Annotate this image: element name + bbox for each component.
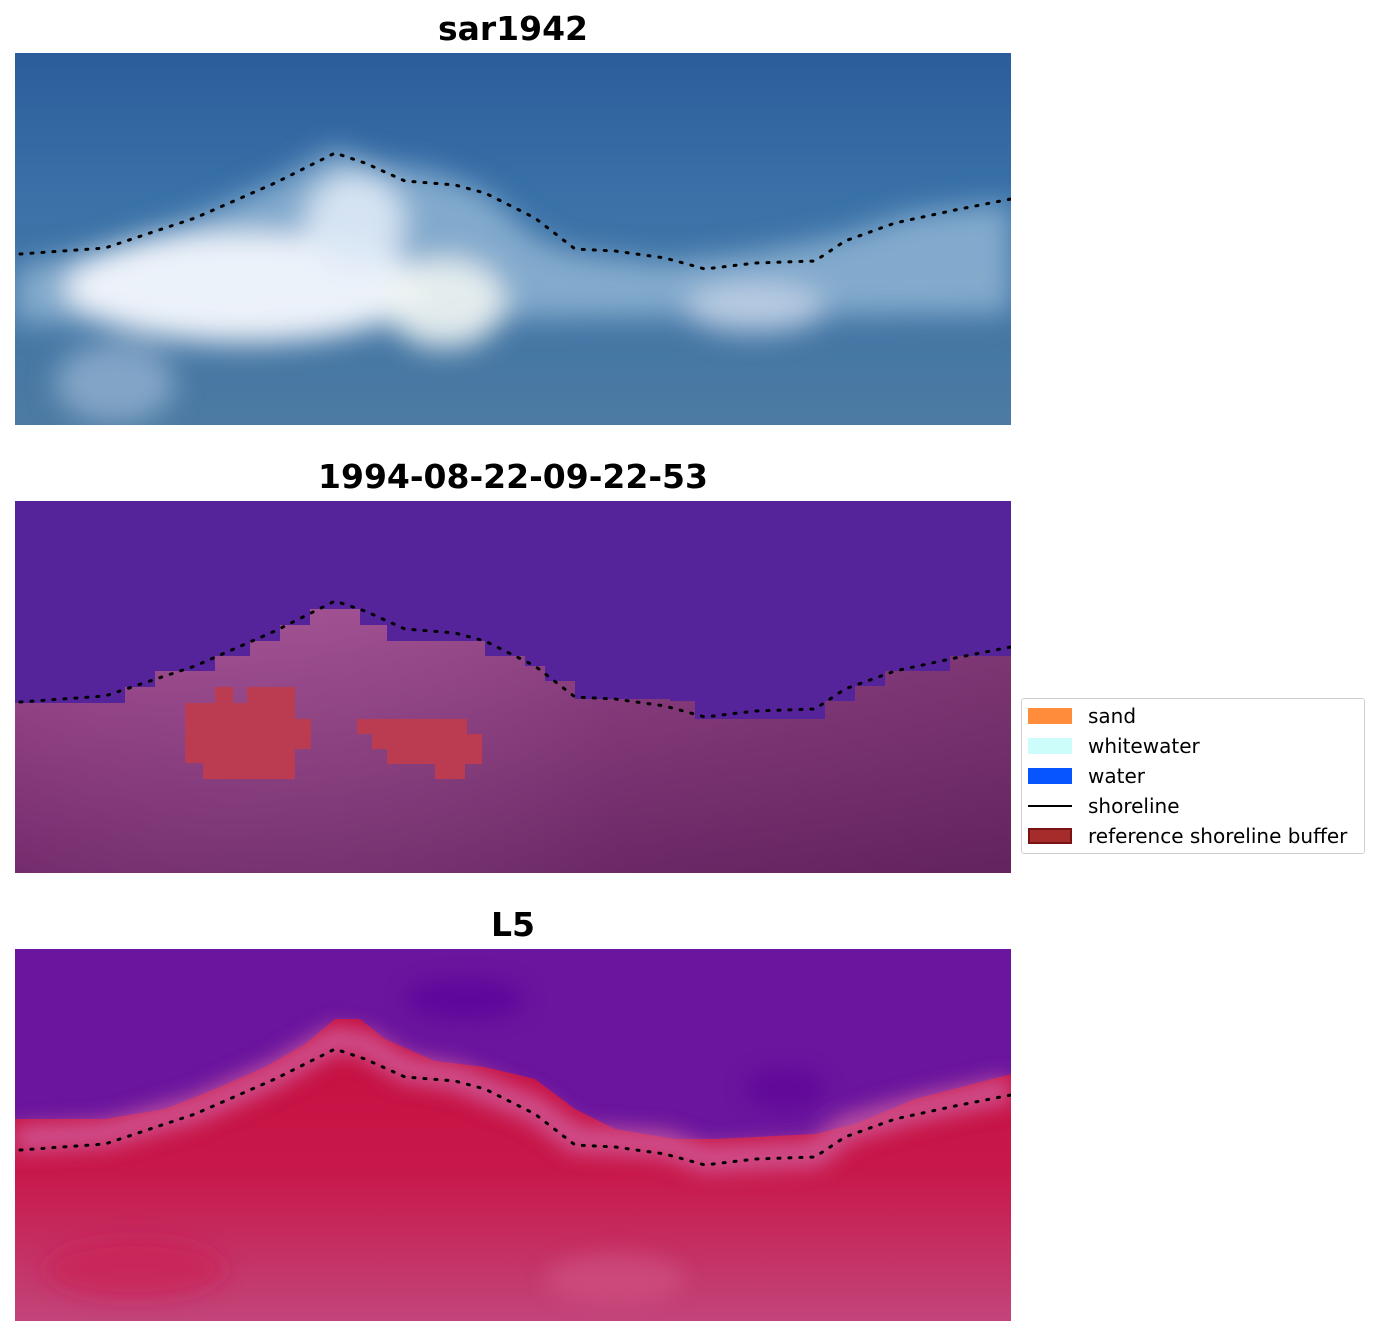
panel-title-l5: L5 xyxy=(491,905,535,944)
classified-image xyxy=(15,501,1011,873)
legend-label: sand xyxy=(1088,704,1137,728)
legend-item-shoreline: shoreline xyxy=(1028,794,1180,818)
legend-item-reference-buffer: reference shoreline buffer xyxy=(1028,824,1348,848)
shoreline-line-swatch xyxy=(1028,798,1072,814)
sand-swatch xyxy=(1028,708,1072,724)
water-swatch xyxy=(1028,768,1072,784)
legend-item-sand: sand xyxy=(1028,704,1137,728)
legend-item-whitewater: whitewater xyxy=(1028,734,1200,758)
shoreline-trace xyxy=(18,151,1011,271)
panel-title-rgb: sar1942 xyxy=(437,9,589,48)
rgb-satellite-image xyxy=(15,53,1011,425)
legend-item-water: water xyxy=(1028,764,1145,788)
whitewater-swatch xyxy=(1028,738,1072,754)
mndwi-image xyxy=(15,949,1011,1321)
reference-shoreline-buffer-region xyxy=(185,687,311,779)
legend-label: water xyxy=(1088,764,1145,788)
panel-title-classified: 1994-08-22-09-22-53 xyxy=(318,457,708,496)
legend-label: reference shoreline buffer xyxy=(1088,824,1348,848)
legend-label: whitewater xyxy=(1088,734,1200,758)
legend-label: shoreline xyxy=(1088,794,1180,818)
buffer-swatch xyxy=(1028,828,1072,844)
legend: sand whitewater water shoreline referenc… xyxy=(1021,698,1365,854)
